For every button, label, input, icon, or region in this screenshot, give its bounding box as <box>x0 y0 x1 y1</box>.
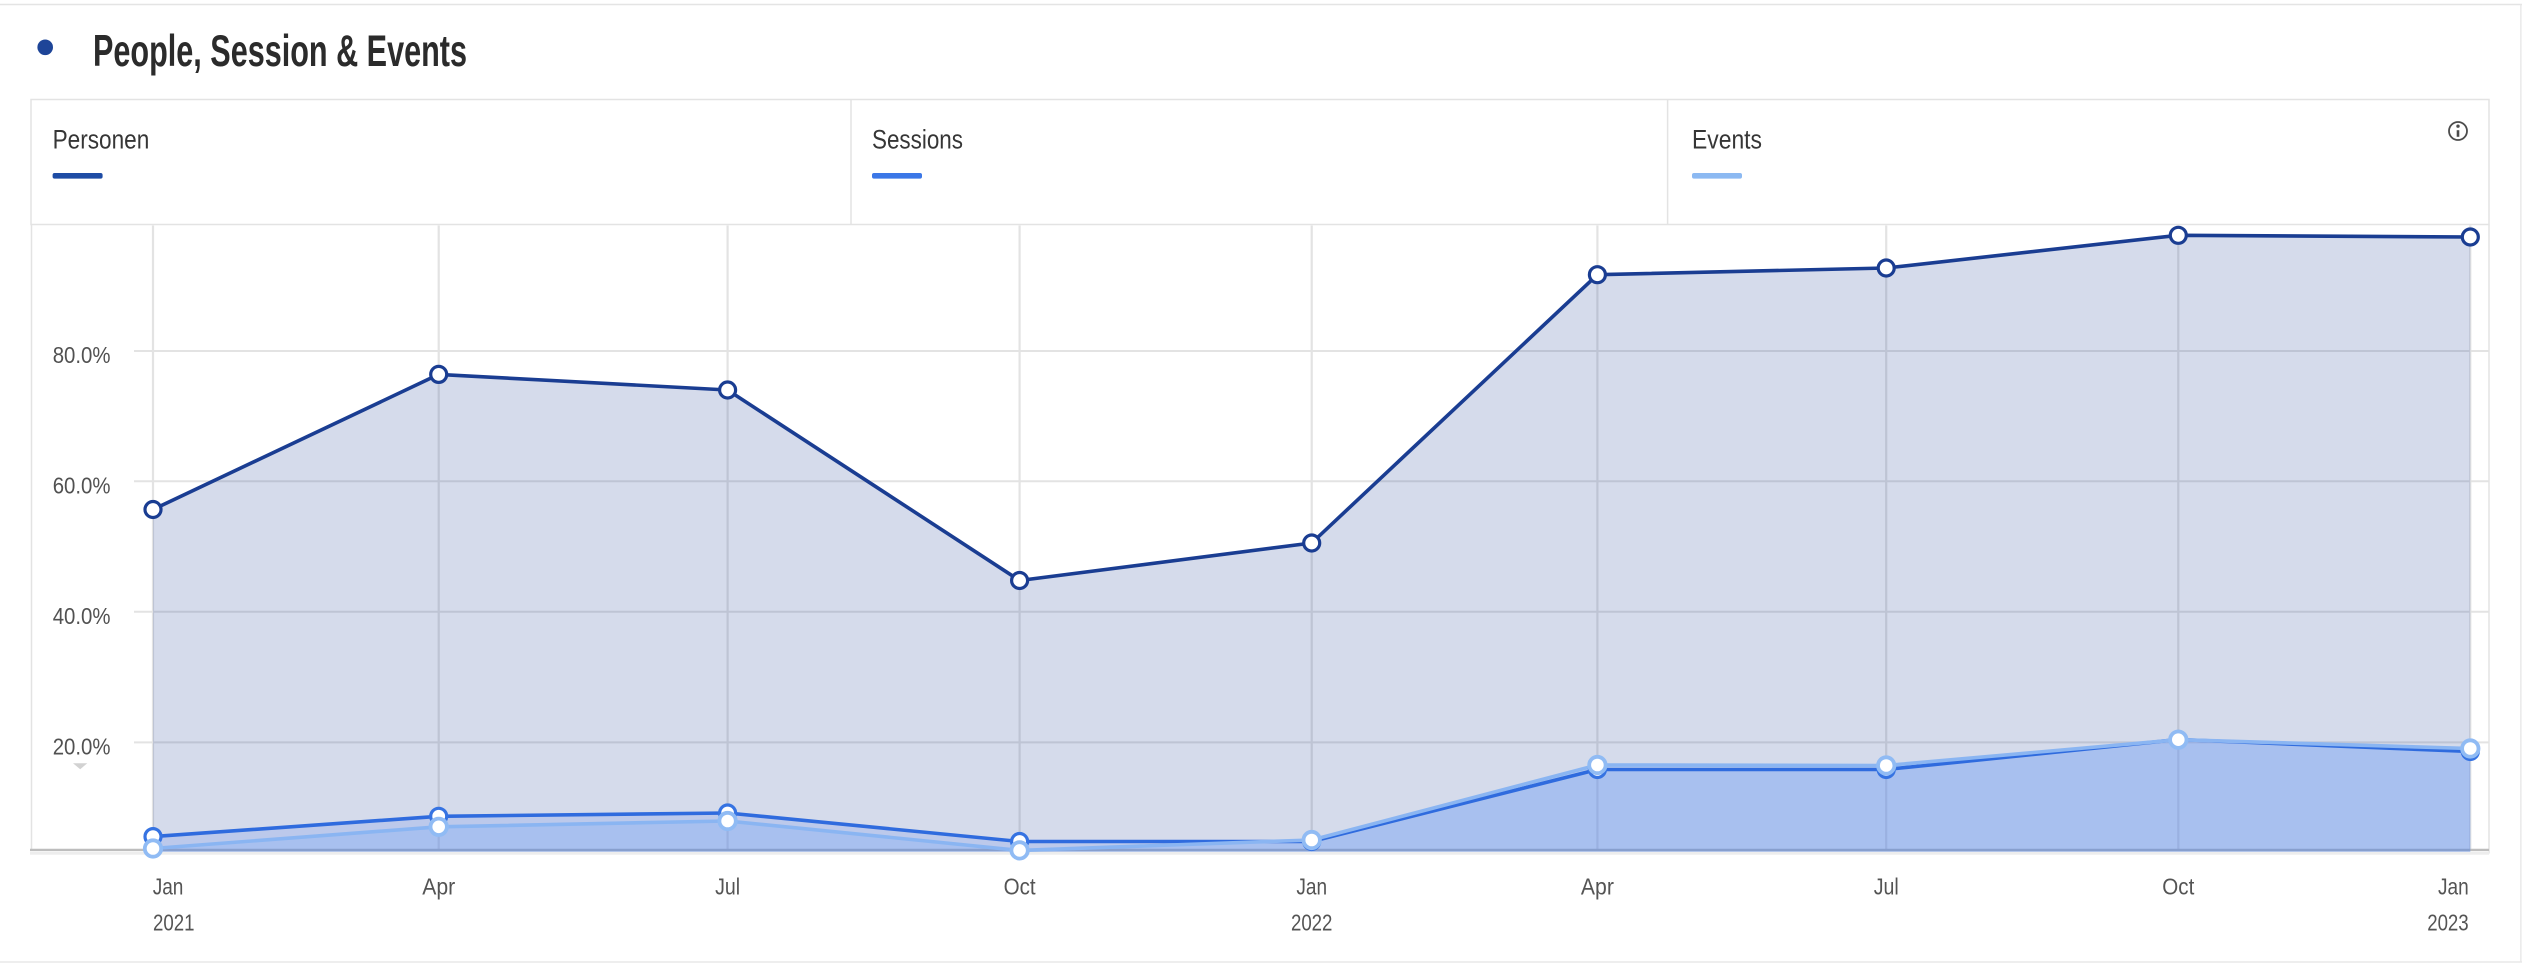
svg-text:80.0%: 80.0% <box>53 342 111 368</box>
svg-text:Events: Events <box>1692 125 1762 155</box>
svg-text:2021: 2021 <box>153 910 195 936</box>
svg-text:2022: 2022 <box>1291 910 1333 936</box>
svg-text:Jan: Jan <box>1296 873 1327 899</box>
svg-text:Sessions: Sessions <box>872 125 963 155</box>
svg-text:Jul: Jul <box>715 873 740 899</box>
svg-text:20.0%: 20.0% <box>53 733 111 759</box>
svg-text:2023: 2023 <box>2427 910 2469 936</box>
svg-text:People, Session & Events: People, Session & Events <box>93 27 467 76</box>
svg-text:Apr: Apr <box>422 873 455 899</box>
svg-text:40.0%: 40.0% <box>53 603 111 629</box>
svg-text:60.0%: 60.0% <box>53 472 111 498</box>
svg-text:Oct: Oct <box>1004 873 1037 899</box>
svg-text:Apr: Apr <box>1581 873 1614 899</box>
svg-text:Jan: Jan <box>2438 873 2469 899</box>
svg-text:Jan: Jan <box>153 873 184 899</box>
svg-text:Oct: Oct <box>2162 873 2195 899</box>
svg-text:Jul: Jul <box>1874 873 1899 899</box>
svg-text:Personen: Personen <box>53 125 150 155</box>
